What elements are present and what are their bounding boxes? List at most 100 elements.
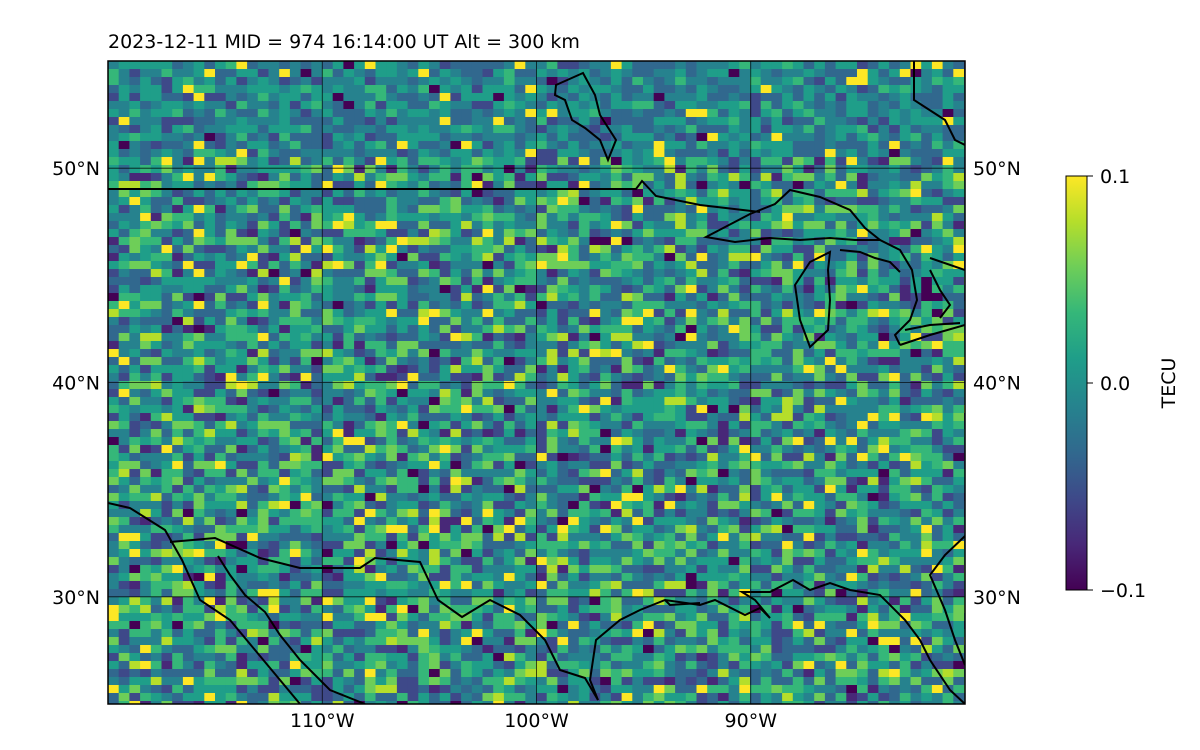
tec-cell bbox=[429, 261, 441, 270]
tec-cell bbox=[578, 293, 591, 302]
tec-cell bbox=[429, 61, 441, 70]
tec-cell bbox=[857, 421, 869, 430]
tec-cell bbox=[407, 333, 419, 342]
tec-cell bbox=[140, 445, 152, 454]
tec-cell bbox=[728, 325, 740, 334]
tec-cell bbox=[600, 173, 612, 182]
tec-cell bbox=[332, 213, 344, 222]
tec-cell bbox=[172, 469, 184, 478]
tec-cell bbox=[236, 149, 248, 158]
tec-cell bbox=[867, 181, 879, 190]
tec-cell bbox=[204, 525, 216, 534]
tec-cell bbox=[824, 517, 837, 526]
tec-cell bbox=[835, 485, 847, 494]
tec-cell bbox=[322, 381, 334, 390]
tec-cell bbox=[728, 61, 740, 70]
tec-cell bbox=[439, 117, 451, 126]
tec-cell bbox=[429, 469, 441, 478]
tec-cell bbox=[268, 405, 280, 414]
tec-cell bbox=[461, 325, 473, 334]
tec-cell bbox=[685, 157, 698, 166]
tec-cell bbox=[771, 381, 783, 390]
tec-cell bbox=[407, 261, 419, 270]
tec-cell bbox=[546, 269, 558, 278]
tec-cell bbox=[675, 509, 687, 518]
tec-cell bbox=[792, 85, 805, 94]
tec-cell bbox=[878, 469, 890, 478]
tec-cell bbox=[161, 517, 173, 526]
tec-cell bbox=[685, 261, 698, 270]
tec-cell bbox=[899, 501, 912, 510]
tec-cell bbox=[739, 197, 751, 206]
tec-cell bbox=[878, 61, 890, 70]
tec-cell bbox=[760, 101, 772, 110]
tec-cell bbox=[225, 389, 237, 398]
tec-cell bbox=[867, 205, 879, 214]
tec-cell bbox=[867, 93, 879, 102]
tec-cell bbox=[878, 365, 890, 374]
tec-cell bbox=[493, 445, 505, 454]
tec-cell bbox=[792, 317, 805, 326]
tec-cell bbox=[878, 309, 890, 318]
tec-cell bbox=[108, 461, 120, 470]
tec-cell bbox=[824, 309, 837, 318]
tec-cell bbox=[675, 109, 687, 118]
tec-cell bbox=[675, 357, 687, 366]
tec-cell bbox=[867, 501, 879, 510]
tec-cell bbox=[418, 333, 430, 342]
tec-cell bbox=[193, 453, 205, 462]
tec-cell bbox=[653, 261, 665, 270]
tec-cell bbox=[857, 405, 869, 414]
tec-cell bbox=[536, 221, 548, 230]
tec-cell bbox=[792, 413, 805, 422]
tec-cell bbox=[525, 125, 537, 134]
tec-cell bbox=[589, 229, 601, 238]
tec-cell bbox=[215, 437, 227, 446]
tec-cell bbox=[482, 77, 494, 86]
tec-cell bbox=[503, 141, 516, 150]
tec-cell bbox=[375, 261, 387, 270]
tec-cell bbox=[193, 221, 205, 230]
tec-cell bbox=[150, 173, 163, 182]
tec-cell bbox=[332, 109, 344, 118]
tec-cell bbox=[846, 77, 858, 86]
tec-cell bbox=[386, 149, 398, 158]
tec-cell bbox=[589, 373, 601, 382]
tec-cell bbox=[215, 397, 227, 406]
tec-cell bbox=[782, 325, 794, 334]
tec-cell bbox=[910, 325, 922, 334]
tec-cell bbox=[471, 133, 484, 142]
tec-cell bbox=[910, 445, 922, 454]
tec-cell bbox=[204, 437, 216, 446]
tec-cell bbox=[503, 477, 516, 486]
tec-cell bbox=[322, 309, 334, 318]
tec-cell bbox=[578, 325, 591, 334]
tec-cell bbox=[311, 509, 323, 518]
tec-cell bbox=[589, 397, 601, 406]
tec-cell bbox=[343, 109, 355, 118]
tec-cell bbox=[814, 341, 826, 350]
tec-cell bbox=[129, 77, 141, 86]
tec-cell bbox=[332, 421, 344, 430]
tec-cell bbox=[610, 309, 623, 318]
tec-cell bbox=[546, 109, 558, 118]
tec-cell bbox=[878, 189, 890, 198]
tec-cell bbox=[268, 173, 280, 182]
tec-cell bbox=[172, 269, 184, 278]
tec-cell bbox=[300, 365, 312, 374]
tec-cell bbox=[343, 365, 355, 374]
tec-cell bbox=[824, 245, 837, 254]
tec-cell bbox=[129, 125, 141, 134]
tec-cell bbox=[161, 149, 173, 158]
tec-cell bbox=[814, 213, 826, 222]
tec-cell bbox=[108, 213, 120, 222]
tec-cell bbox=[311, 341, 323, 350]
tec-cell bbox=[953, 133, 965, 142]
tec-cell bbox=[129, 301, 141, 310]
tec-cell bbox=[889, 109, 901, 118]
tec-cell bbox=[643, 125, 655, 134]
tec-cell bbox=[621, 365, 633, 374]
tec-cell bbox=[514, 485, 526, 494]
tec-cell bbox=[172, 165, 184, 174]
tec-cell bbox=[942, 117, 954, 126]
